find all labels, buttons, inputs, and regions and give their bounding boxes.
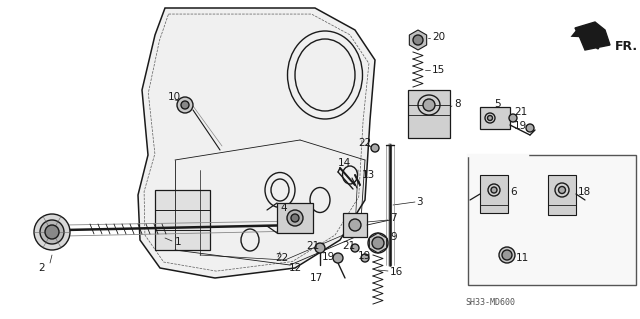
Circle shape xyxy=(177,97,193,113)
Text: 7: 7 xyxy=(390,213,397,223)
Circle shape xyxy=(34,214,70,250)
Bar xyxy=(343,213,367,237)
Circle shape xyxy=(413,35,423,45)
Circle shape xyxy=(499,247,515,263)
Text: 8: 8 xyxy=(454,99,461,109)
Text: 6: 6 xyxy=(510,187,516,197)
Ellipse shape xyxy=(423,99,435,111)
Circle shape xyxy=(40,220,64,244)
Text: SH33-MD600: SH33-MD600 xyxy=(465,298,515,307)
Circle shape xyxy=(181,101,189,109)
Text: 2: 2 xyxy=(38,263,45,273)
Text: 11: 11 xyxy=(516,253,529,263)
Circle shape xyxy=(372,237,384,249)
Circle shape xyxy=(351,244,359,252)
Bar xyxy=(548,175,576,215)
Text: 21: 21 xyxy=(306,241,319,251)
Ellipse shape xyxy=(491,187,497,193)
Circle shape xyxy=(502,250,512,260)
Circle shape xyxy=(287,210,303,226)
Text: 14: 14 xyxy=(338,158,351,168)
Text: 22: 22 xyxy=(275,253,288,263)
Circle shape xyxy=(315,243,325,253)
Text: 5: 5 xyxy=(494,99,500,109)
Text: 21: 21 xyxy=(342,241,355,251)
Text: 17: 17 xyxy=(310,273,323,283)
Circle shape xyxy=(45,225,59,239)
Text: 10: 10 xyxy=(168,92,181,102)
Circle shape xyxy=(526,124,534,132)
Text: 21: 21 xyxy=(514,107,527,117)
Text: 12: 12 xyxy=(289,263,302,273)
Text: 18: 18 xyxy=(578,187,591,197)
Circle shape xyxy=(509,114,517,122)
Polygon shape xyxy=(575,22,610,50)
FancyArrowPatch shape xyxy=(579,32,598,48)
Bar xyxy=(480,175,508,213)
Text: 9: 9 xyxy=(390,232,397,242)
Text: 13: 13 xyxy=(362,170,375,180)
Circle shape xyxy=(349,219,361,231)
Bar xyxy=(277,203,313,233)
Circle shape xyxy=(291,214,299,222)
Text: 16: 16 xyxy=(390,267,403,277)
Bar xyxy=(155,190,210,250)
Circle shape xyxy=(333,253,343,263)
Circle shape xyxy=(371,144,379,152)
Bar xyxy=(408,90,450,138)
Text: FR.: FR. xyxy=(615,41,638,54)
Text: 3: 3 xyxy=(416,197,422,207)
Bar xyxy=(480,107,510,129)
Ellipse shape xyxy=(488,115,493,121)
Polygon shape xyxy=(138,8,375,278)
Text: 20: 20 xyxy=(432,32,445,42)
Text: 22: 22 xyxy=(358,138,371,148)
Text: 19: 19 xyxy=(358,251,371,261)
Text: 15: 15 xyxy=(432,65,445,75)
Text: 4: 4 xyxy=(280,203,287,213)
Text: 19: 19 xyxy=(322,252,335,262)
Circle shape xyxy=(368,233,388,253)
Bar xyxy=(468,155,636,285)
Ellipse shape xyxy=(559,187,566,194)
Text: 1: 1 xyxy=(175,237,182,247)
Circle shape xyxy=(361,254,369,262)
Text: 19: 19 xyxy=(514,121,527,131)
